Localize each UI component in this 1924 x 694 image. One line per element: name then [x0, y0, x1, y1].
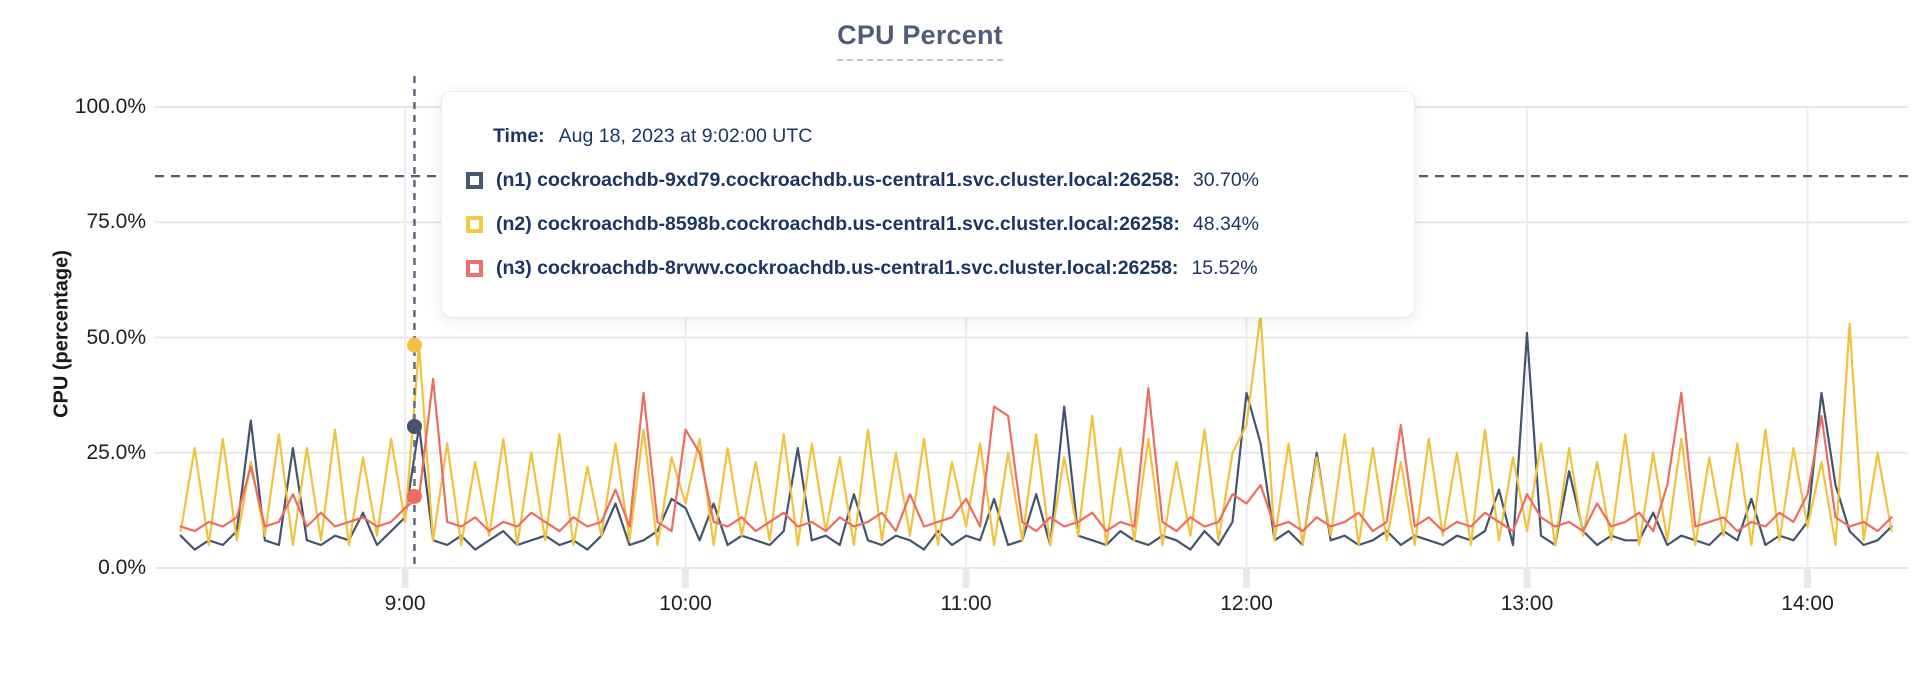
x-axis-tick	[1243, 568, 1251, 588]
series-swatch-icon	[466, 172, 483, 189]
chart-title-text: CPU Percent	[837, 20, 1003, 61]
y-tick-label: 100.0%	[74, 95, 146, 118]
y-tick-label: 75.0%	[86, 210, 146, 234]
x-tick-label: 9:00	[384, 592, 426, 615]
tooltip-series-value: 30.70%	[1192, 169, 1260, 191]
x-axis-tick	[682, 568, 690, 588]
x-axis-tick	[962, 568, 970, 588]
hover-point-n2	[406, 337, 422, 353]
series-swatch-icon	[466, 216, 483, 233]
hover-tooltip: Time: Aug 18, 2023 at 9:02:00 UTC (n1) co…	[441, 91, 1415, 318]
y-tick-label: 0.0%	[98, 556, 146, 579]
y-tick-label: 50.0%	[86, 325, 146, 349]
tooltip-series-value: 15.52%	[1191, 257, 1258, 279]
series-line-n2	[179, 313, 1893, 547]
tooltip-series-label: (n3) cockroachdb-8rvwv.cockroachdb.us-ce…	[496, 257, 1179, 279]
x-tick-label: 13:00	[1500, 592, 1554, 615]
tooltip-series-label: (n1) cockroachdb-9xd79.cockroachdb.us-ce…	[496, 169, 1180, 191]
x-axis-tick	[1523, 568, 1531, 588]
x-axis-tick	[1803, 568, 1811, 588]
series-line-n3	[179, 377, 1893, 533]
tooltip-time-value: Aug 18, 2023 at 9:02:00 UTC	[558, 125, 813, 147]
tooltip-series-row: (n3) cockroachdb-8rvwv.cockroachdb.us-ce…	[466, 257, 1394, 280]
x-tick-label: 10:00	[659, 592, 712, 615]
tooltip-time-row: Time: Aug 18, 2023 at 9:02:00 UTC	[493, 125, 1394, 148]
chart-title[interactable]: CPU Percent	[837, 20, 1003, 61]
series-line-n1	[179, 331, 1893, 551]
x-tick-label: 11:00	[940, 592, 992, 615]
x-tick-label: 12:00	[1220, 592, 1273, 615]
tooltip-series-value: 48.34%	[1192, 213, 1260, 235]
series-swatch-icon	[466, 260, 483, 277]
y-tick-label: 25.0%	[86, 440, 146, 464]
hover-point-n3	[406, 488, 422, 504]
tooltip-time-label: Time:	[493, 125, 545, 147]
tooltip-series-row: (n2) cockroachdb-8598b.cockroachdb.us-ce…	[466, 213, 1394, 236]
x-tick-label: 14:00	[1781, 592, 1834, 615]
x-axis-tick	[401, 568, 409, 588]
hover-point-n1	[406, 418, 422, 434]
tooltip-series-rows: (n1) cockroachdb-9xd79.cockroachdb.us-ce…	[466, 169, 1394, 280]
tooltip-series-row: (n1) cockroachdb-9xd79.cockroachdb.us-ce…	[466, 169, 1394, 192]
tooltip-series-label: (n2) cockroachdb-8598b.cockroachdb.us-ce…	[496, 213, 1180, 235]
